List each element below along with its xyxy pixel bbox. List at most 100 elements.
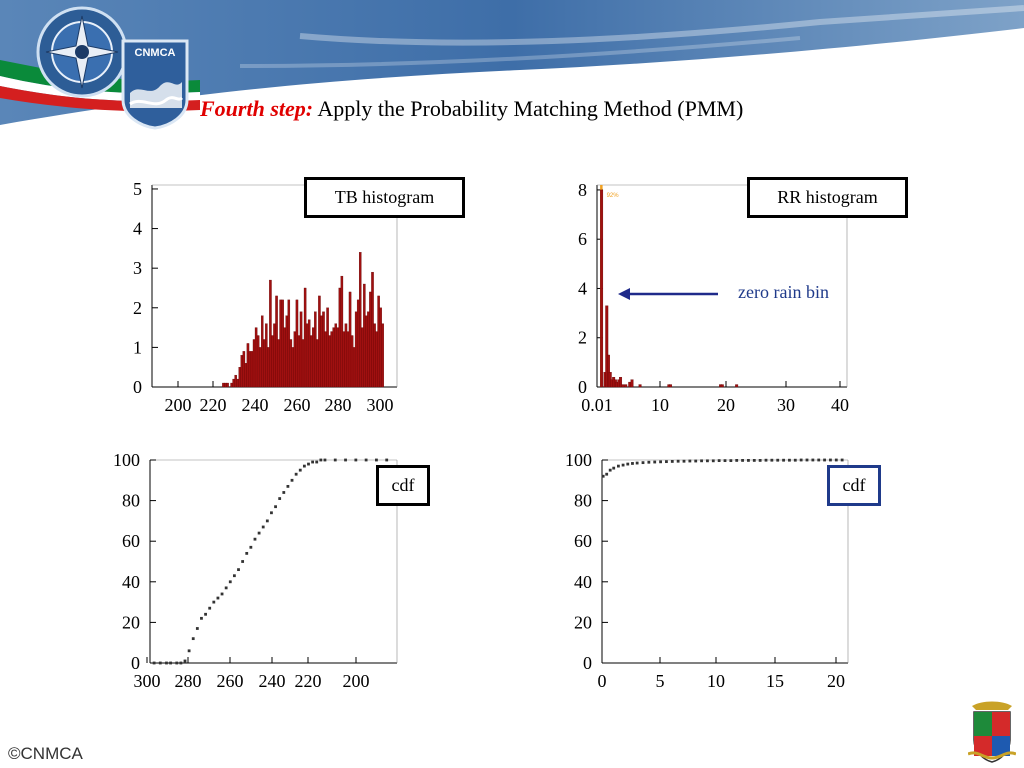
cdf-point	[208, 606, 212, 610]
y-tick-label: 0	[133, 377, 142, 397]
cdf-point	[729, 459, 733, 463]
cdf-point	[694, 459, 698, 463]
cnmca-logo: CNMCA	[121, 39, 189, 130]
cdf-point	[311, 460, 315, 464]
cdf-point	[333, 458, 337, 462]
cdf-point	[817, 458, 821, 462]
cdf-point	[187, 649, 191, 653]
histogram-bar	[269, 279, 272, 388]
y-tick-label: 40	[122, 572, 140, 592]
page-title: Fourth step: Apply the Probability Match…	[200, 96, 743, 122]
cdf-point	[364, 458, 368, 462]
y-tick-label: 2	[133, 298, 142, 318]
cdf-point	[286, 484, 290, 488]
cdf-point	[307, 462, 310, 466]
cdf-point	[315, 460, 319, 464]
y-tick-label: 80	[122, 491, 140, 511]
cdf-point	[741, 459, 744, 462]
y-tick-label: 40	[574, 572, 592, 592]
cdf-point	[601, 474, 605, 478]
cdf-point	[183, 659, 187, 663]
histogram-bar	[381, 323, 384, 388]
y-tick-label: 60	[574, 531, 592, 551]
cdf-point	[805, 458, 809, 462]
histogram-bar	[720, 384, 724, 388]
histogram-bar	[358, 252, 362, 388]
air-force-crest-icon	[968, 701, 1016, 763]
cdf-point	[717, 459, 721, 463]
cdf-point	[631, 462, 634, 465]
x-tick-label: 0	[598, 671, 607, 691]
cdf-point	[823, 458, 826, 462]
y-tick-label: 0	[131, 653, 140, 673]
cdf-point	[169, 661, 172, 665]
cdf-point	[793, 458, 797, 462]
cdf-point	[224, 586, 228, 590]
cdf-point	[626, 462, 630, 466]
x-tick-label: 300	[134, 671, 161, 691]
cdf-point	[290, 478, 294, 482]
rr-histogram-label: RR histogram	[747, 177, 908, 218]
zero-bin-tag: 92%	[607, 193, 620, 199]
zero-rain-bin-arrow	[618, 288, 718, 300]
cdf-point	[282, 491, 286, 494]
x-tick-label: 10	[651, 395, 669, 415]
cdf-point	[770, 458, 774, 462]
y-tick-label: 20	[574, 612, 592, 632]
cdf-point	[665, 460, 668, 464]
histogram-bar	[624, 384, 628, 388]
title-text: Apply the Probability Matching Method (P…	[313, 96, 744, 121]
x-tick-label: 280	[325, 395, 352, 415]
x-tick-label: 220	[295, 671, 322, 691]
x-tick-label: 220	[200, 395, 227, 415]
histogram-bar	[735, 384, 739, 388]
cdf-point	[647, 460, 651, 464]
cdf-point	[385, 458, 389, 462]
cdf-point	[682, 459, 686, 463]
cdf-point	[659, 460, 662, 464]
histogram-bar	[621, 384, 625, 388]
cdf-point	[278, 497, 282, 500]
cdf-point	[723, 459, 727, 463]
cdf-point	[758, 459, 762, 462]
cdf-point	[265, 519, 269, 523]
x-tick-label: 5	[656, 671, 665, 691]
y-tick-label: 20	[122, 612, 140, 632]
x-tick-label: 20	[827, 671, 845, 691]
cdf-point	[635, 461, 639, 465]
y-tick-label: 3	[133, 258, 142, 278]
cdf-point	[752, 459, 756, 462]
cdf-point	[228, 580, 232, 584]
y-tick-label: 4	[133, 219, 142, 239]
cdf-point	[191, 637, 195, 641]
cdf-point	[617, 464, 620, 468]
y-tick-label: 60	[122, 531, 140, 551]
rr-cdf-label: cdf	[827, 465, 881, 506]
cdf-point	[220, 592, 224, 596]
cdf-point	[612, 466, 616, 470]
y-tick-label: 5	[133, 179, 142, 199]
x-tick-label: 240	[259, 671, 286, 691]
histogram-bar	[605, 305, 609, 388]
cdf-point	[829, 458, 832, 462]
cdf-point	[158, 661, 162, 665]
y-tick-label: 80	[574, 491, 592, 511]
cdf-point	[840, 458, 844, 462]
y-tick-label: 4	[578, 278, 587, 298]
histogram-bar	[630, 379, 634, 388]
cdf-point	[706, 459, 709, 463]
cdf-point	[735, 459, 739, 462]
cdf-point	[747, 459, 750, 462]
cdf-point	[319, 458, 323, 462]
cdf-point	[323, 458, 327, 462]
meteo-service-logo	[36, 6, 128, 98]
cdf-point	[165, 661, 168, 665]
x-tick-label: 300	[367, 395, 394, 415]
histogram-bar	[638, 384, 642, 388]
y-tick-label: 0	[583, 653, 592, 673]
cdf-point	[375, 458, 378, 462]
cnmca-logo-text: CNMCA	[135, 47, 176, 59]
